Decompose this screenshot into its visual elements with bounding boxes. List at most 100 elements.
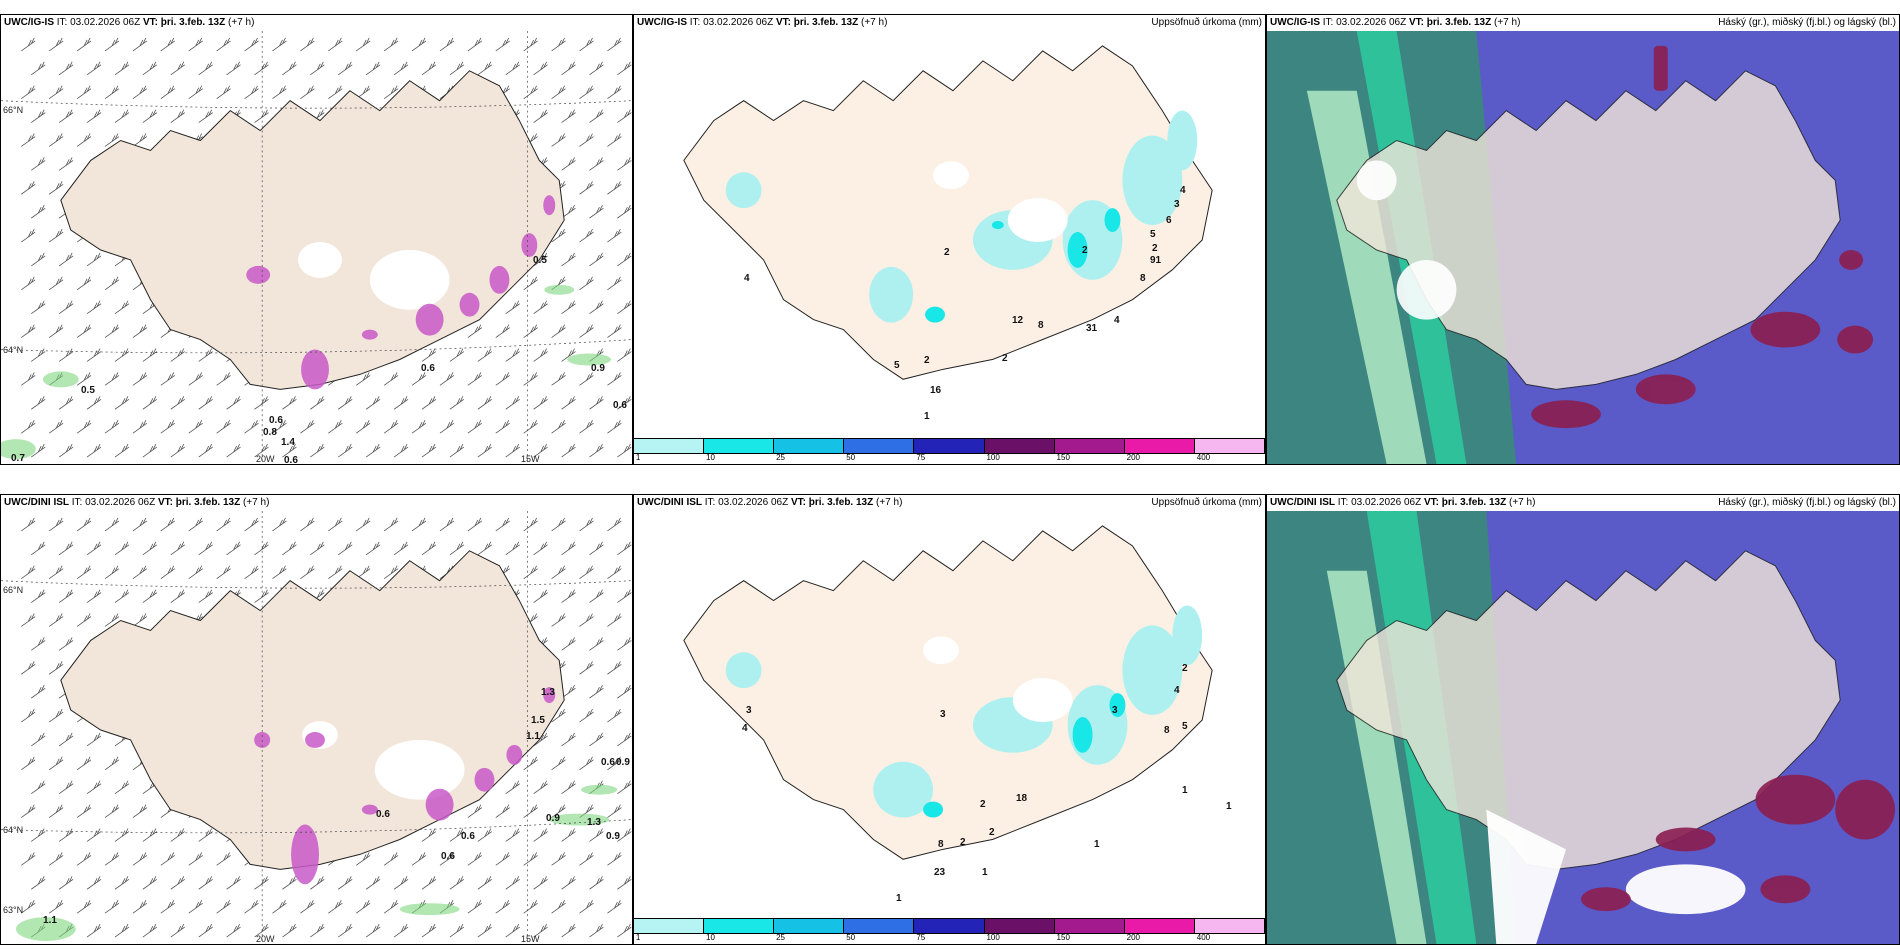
wind-barb <box>132 420 148 434</box>
wind-barb <box>421 348 437 362</box>
wind-barb <box>226 443 241 458</box>
wind-barb <box>355 420 371 434</box>
precip-value: 6 <box>1166 215 1172 226</box>
wind-barb <box>617 828 632 842</box>
legend-colorbar <box>634 918 1265 934</box>
wind-barb <box>86 443 102 458</box>
wind-barb <box>589 732 604 747</box>
valid-time: þri. 3.feb. 13Z <box>175 497 241 508</box>
wind-barb <box>607 133 622 147</box>
precip-legend: 1 10 25 50 75 100 150 200 400 <box>634 916 1265 944</box>
precip-value: 18 <box>1016 793 1028 804</box>
wind-barb <box>300 900 315 914</box>
lead-time: (+7 h) <box>1494 17 1521 28</box>
wind-barb <box>607 420 622 434</box>
wind-barb <box>393 876 409 890</box>
wind-barb <box>533 61 548 76</box>
wind-barb <box>216 517 231 532</box>
wind-barb <box>58 637 74 651</box>
wind-barb <box>338 61 353 76</box>
wind-barb <box>505 443 520 458</box>
wind-barb <box>607 852 622 866</box>
snow-areas <box>298 242 450 310</box>
iceland-land <box>1336 70 1841 390</box>
panel-header: UWC/IG-IS IT: 03.02.2026 06Z VT: þri. 3.… <box>634 15 1265 31</box>
wind-barb <box>607 372 622 386</box>
wind-barb <box>421 61 437 76</box>
wind-barb <box>31 252 46 267</box>
lat-label-64n: 64°N <box>3 825 24 835</box>
wind-barb <box>244 565 259 580</box>
panel-header: UWC/IG-IS IT: 03.02.2026 06Z VT: þri. 3.… <box>1 15 632 31</box>
wind-barb <box>365 443 381 458</box>
wind-barb <box>198 828 213 842</box>
wind-barb <box>607 228 622 243</box>
wind-barb <box>355 517 371 532</box>
legend-tick: 200 <box>1126 933 1141 942</box>
wind-barb <box>328 37 343 52</box>
wind-barb <box>617 541 632 556</box>
wind-barb <box>48 708 64 723</box>
wind-barb <box>607 276 622 291</box>
wind-barb <box>310 443 325 458</box>
precip-value: 8 <box>1140 273 1146 284</box>
model-name: UWC/IG-IS <box>637 17 687 28</box>
wind-barb <box>86 589 102 603</box>
lead-time: (+7 h) <box>228 17 255 28</box>
wind-barb <box>393 923 409 938</box>
wind-barb <box>439 420 455 434</box>
init-time: IT: 03.02.2026 06Z <box>689 17 774 28</box>
wind-barb <box>561 732 576 747</box>
wind-barb <box>607 900 622 914</box>
lon-label-15w: 15W <box>521 934 540 944</box>
wind-barb <box>551 85 566 100</box>
wind-barb <box>104 37 120 52</box>
wind-barb <box>561 109 576 123</box>
wind-barb <box>495 852 510 866</box>
wind-barb <box>48 181 64 195</box>
panel-cloud-bottom: UWC/DINI ISL IT: 03.02.2026 06Z VT: þri.… <box>1266 494 1900 945</box>
wind-barb <box>561 637 576 651</box>
wind-barb <box>561 443 576 458</box>
legend-swatch <box>1194 439 1265 453</box>
wind-barb <box>617 443 632 458</box>
cloud-white <box>1486 809 1746 944</box>
wind-barb <box>216 37 231 52</box>
wind-barb <box>58 828 74 842</box>
wind-barb <box>142 348 158 362</box>
legend-tick: 100 <box>986 453 1000 462</box>
precip-value: 3 <box>1112 705 1118 716</box>
wind-barb <box>523 900 538 914</box>
wind-barb <box>188 420 203 434</box>
wind-value: 0.6 <box>284 455 298 465</box>
wind-barb <box>170 443 185 458</box>
wind-barb <box>31 443 46 458</box>
precip-value: 2 <box>1082 245 1088 256</box>
wind-barb <box>617 109 632 123</box>
panel-wind-bottom: UWC/DINI ISL IT: 03.02.2026 06Z VT: þri.… <box>0 494 633 945</box>
wind-barb <box>21 756 36 771</box>
precip-value: 5 <box>1182 721 1188 732</box>
wind-barb <box>48 804 64 818</box>
wind-barb <box>104 756 120 771</box>
wind-barb <box>523 85 538 100</box>
wind-barb <box>561 252 576 267</box>
wind-barb <box>477 876 493 890</box>
wind-barb <box>551 613 566 627</box>
wind-barb <box>86 348 102 362</box>
wind-barb <box>58 252 74 267</box>
wind-barb <box>272 517 287 532</box>
wind-barb <box>114 876 130 890</box>
wind-barb <box>76 517 92 532</box>
wind-value: 0.6 <box>269 415 283 426</box>
wind-barb <box>114 109 130 123</box>
wind-barb <box>383 565 399 580</box>
gridlines <box>1 31 632 464</box>
wind-barb <box>589 61 604 76</box>
cloud-darkred <box>1531 45 1874 429</box>
precip-value: 3 <box>746 705 752 716</box>
wind-barb <box>467 852 483 866</box>
wind-barb <box>328 85 343 100</box>
wind-barb <box>495 420 510 434</box>
wind-barb <box>48 276 64 291</box>
